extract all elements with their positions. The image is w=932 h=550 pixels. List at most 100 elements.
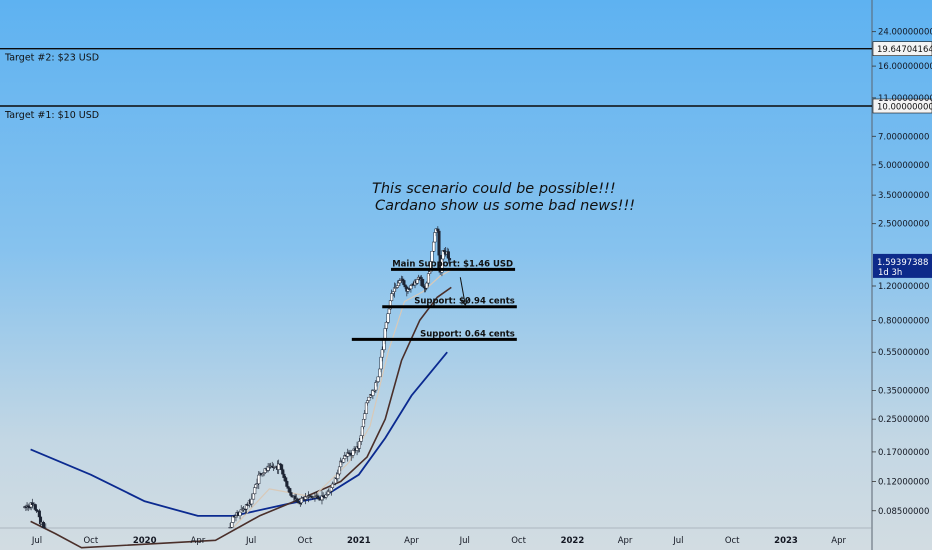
- projection-arrow-head: [459, 297, 470, 306]
- x-tick-label: 2021: [347, 536, 371, 546]
- y-tick-label: 24.00000000: [878, 28, 932, 38]
- candle-body: [371, 390, 375, 396]
- moving-average-line: [233, 269, 452, 528]
- candle-body: [403, 284, 407, 288]
- target-price-box: [872, 98, 932, 114]
- projection-arrow: [459, 277, 466, 306]
- y-tick-label: 7.00000000: [878, 132, 929, 142]
- y-tick-label: 0.08500000: [878, 507, 929, 517]
- candles-layer: [23, 226, 452, 529]
- current-price-countdown: 1d 3h: [878, 268, 902, 278]
- candle-body: [282, 473, 286, 478]
- candle-body: [425, 282, 429, 289]
- moving-average-line: [30, 351, 448, 517]
- candle-body: [398, 280, 402, 284]
- candle-body: [230, 522, 234, 528]
- current-price-label: 1.59397388: [877, 258, 928, 268]
- x-tick-label: Jul: [31, 536, 42, 546]
- x-tick-label: Jul: [245, 536, 256, 546]
- candle-body: [316, 495, 320, 499]
- candle-body: [30, 502, 34, 505]
- candle-body: [367, 396, 371, 401]
- x-tick-label: Apr: [831, 536, 846, 546]
- x-tick-label: Apr: [404, 536, 419, 546]
- x-tick-label: 2020: [133, 536, 157, 546]
- candle-body: [250, 498, 254, 505]
- x-tick-label: Jul: [672, 536, 683, 546]
- candle-body: [26, 505, 30, 508]
- support-label: Support: 0.64 cents: [420, 329, 515, 339]
- x-tick-label: Oct: [511, 536, 526, 546]
- candle-body: [255, 483, 259, 486]
- x-axis[interactable]: Jul Oct 2020 Apr Jul Oct 2021 Apr Jul Oct 2022 Apr J…: [31, 536, 847, 546]
- candle-body: [363, 413, 367, 420]
- support-label: Main Support: $1.46 USD: [392, 259, 513, 269]
- x-tick-label: Oct: [83, 536, 98, 546]
- x-tick-label: 2023: [774, 536, 798, 546]
- moving-average-line: [30, 286, 452, 549]
- candle-body: [447, 258, 452, 261]
- annotation-line-1: This scenario could be possible!!!: [372, 181, 616, 197]
- candle-body: [253, 487, 257, 495]
- candle-body: [390, 293, 394, 301]
- annotation-layer: This scenario could be possible!!! Carda…: [372, 181, 635, 214]
- y-tick-label: 1.20000000: [878, 282, 929, 292]
- x-tick-label: Oct: [298, 536, 313, 546]
- candle-body: [336, 473, 340, 479]
- y-axis[interactable]: 24.00000000 16.00000000 11.00000000 7.00000…: [872, 28, 932, 517]
- candle-body: [376, 376, 380, 382]
- y-tick-label: 0.80000000: [878, 316, 929, 326]
- candle-body: [384, 322, 388, 329]
- current-price-box: [873, 253, 932, 278]
- y-tick-label: 2.50000000: [878, 220, 929, 230]
- y-tick-label: 16.00000000: [878, 62, 932, 72]
- candle-body: [386, 313, 390, 323]
- candle-body: [34, 509, 38, 511]
- x-tick-label: Apr: [618, 536, 633, 546]
- y-tick-label: 0.55000000: [878, 348, 929, 358]
- candle-body: [277, 463, 281, 470]
- target-price-label: 19.64704164: [877, 45, 932, 55]
- x-tick-label: Apr: [191, 536, 206, 546]
- candle-body: [286, 486, 290, 489]
- target-label: Target #2: $23 USD: [4, 53, 99, 64]
- candle-body: [357, 441, 361, 449]
- y-tick-label: 0.12000000: [878, 477, 929, 487]
- candle-body: [326, 491, 330, 495]
- candle-body: [295, 498, 299, 503]
- y-tick-label: 11.00000000: [878, 94, 932, 104]
- candle-body: [330, 483, 335, 488]
- target-label: Target #1: $10 USD: [4, 110, 99, 121]
- candle-body: [395, 285, 400, 288]
- y-tick-label: 0.25000000: [878, 415, 929, 425]
- y-tick-label: 0.35000000: [878, 387, 929, 397]
- candle-body: [380, 349, 384, 358]
- candle-body: [309, 495, 313, 498]
- x-tick-label: 2022: [561, 536, 585, 546]
- candle-body: [430, 251, 434, 262]
- candle-body: [238, 511, 242, 517]
- candle-body: [228, 527, 232, 529]
- y-tick-label: 3.50000000: [878, 191, 929, 201]
- candle-body: [421, 278, 425, 287]
- y-tick-label: 0.17000000: [878, 448, 929, 458]
- candle-body: [407, 288, 411, 290]
- target-lines-layer: Target #2: $23 USD 19.64704164 Target #1: …: [0, 41, 932, 121]
- candle-body: [257, 474, 261, 485]
- target-price-label: 10.00000000: [877, 103, 932, 113]
- x-tick-label: Oct: [725, 536, 740, 546]
- candle-body: [289, 492, 293, 496]
- x-tick-label: Jul: [459, 536, 470, 546]
- candle-body: [304, 496, 308, 500]
- candle-body: [313, 496, 317, 498]
- target-price-box: [872, 41, 932, 56]
- candle-body: [317, 498, 321, 500]
- candle-body: [394, 287, 398, 289]
- annotation-line-2: Cardano show us some bad news!!!: [375, 198, 635, 214]
- candle-body: [285, 481, 289, 487]
- candle-body: [432, 241, 436, 252]
